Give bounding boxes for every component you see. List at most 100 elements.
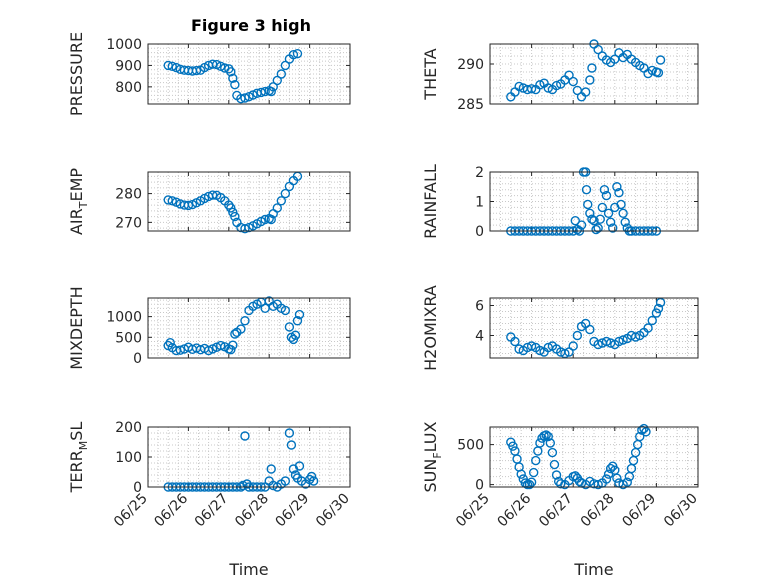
- data-point: [280, 60, 291, 71]
- data-point: [191, 65, 202, 76]
- y-tick-label: 0: [133, 480, 142, 496]
- data-point: [564, 70, 574, 80]
- data-point: [292, 316, 303, 326]
- data-point: [535, 438, 545, 448]
- data-point: [653, 68, 664, 78]
- data-point: [272, 203, 282, 213]
- subplot-3: 270 280 AIRTEMP: [67, 168, 351, 235]
- data-point: [260, 86, 270, 97]
- data-point: [175, 345, 186, 355]
- y-axis-label: THETA: [421, 48, 440, 100]
- y-tick-label: 900: [115, 58, 142, 74]
- data-point: [228, 340, 238, 350]
- data-point: [514, 81, 524, 92]
- y-tick-label: 2: [475, 165, 484, 181]
- data-point: [268, 82, 278, 92]
- data-point: [230, 80, 240, 90]
- y-tick-label: 1000: [106, 310, 142, 326]
- data-point: [551, 470, 562, 480]
- data-point: [589, 215, 599, 226]
- subplot-8: 0 500 06/25 06/26 06/27 06/28 06/29 06/30 SUNFLU…: [421, 421, 701, 579]
- data-point: [549, 459, 560, 470]
- y-tick-label: 6: [475, 299, 484, 315]
- data-point: [228, 73, 238, 83]
- data-point: [276, 69, 287, 79]
- x-tick-label: 06/25: [111, 491, 151, 531]
- y-tick-label: 500: [457, 438, 484, 454]
- data-point: [593, 479, 603, 490]
- data-point: [601, 336, 612, 347]
- data-point: [510, 336, 520, 347]
- subplot-1: 800 900 1000 PRESSURE: [67, 32, 351, 116]
- data-point: [260, 214, 270, 225]
- data-point: [591, 224, 601, 235]
- data-point: [165, 337, 175, 348]
- axes-box: [147, 171, 351, 232]
- x-tick-label: 06/26: [151, 490, 191, 530]
- data-point: [635, 431, 645, 442]
- x-tick-label: 06/27: [192, 491, 232, 531]
- data-point: [581, 184, 592, 195]
- data-point: [294, 461, 305, 471]
- data-point: [240, 431, 250, 441]
- data-point: [535, 80, 545, 90]
- data-point: [284, 428, 295, 438]
- data-point: [284, 322, 295, 332]
- data-point: [568, 76, 578, 87]
- x-tick-label: 06/28: [232, 491, 272, 531]
- data-point: [240, 93, 250, 103]
- data-point: [608, 223, 618, 233]
- y-tick-label: 280: [115, 187, 142, 203]
- data-point: [207, 190, 218, 200]
- subplot-7: 0 100 200 06/25 06/26 06/27 06/28 06/29 06/30 TER…: [67, 420, 353, 579]
- x-tick-label: 06/29: [619, 491, 659, 531]
- data-point: [280, 476, 291, 486]
- data-point: [167, 196, 177, 206]
- subplot-6: 4 6 H2OMIXRA: [421, 285, 699, 371]
- data-point: [612, 473, 622, 483]
- data-point: [614, 187, 624, 198]
- axes-box: [489, 297, 699, 359]
- x-tick-label: 06/29: [273, 491, 313, 531]
- y-tick-label: 0: [475, 478, 484, 494]
- axes-box: [147, 43, 351, 105]
- data-point: [612, 182, 622, 192]
- data-point: [266, 214, 276, 225]
- data-point: [543, 83, 553, 93]
- y-axis-label: AIRTEMP: [67, 168, 90, 235]
- data-point: [541, 430, 551, 440]
- data-point: [543, 431, 553, 442]
- y-tick-label: 200: [115, 420, 142, 436]
- data-point: [585, 324, 595, 335]
- y-tick-label: 0: [475, 224, 484, 240]
- data-point: [605, 217, 616, 227]
- data-point: [599, 184, 610, 195]
- data-point: [637, 425, 647, 435]
- data-point: [601, 190, 612, 201]
- y-tick-label: 4: [475, 329, 484, 345]
- data-point: [167, 61, 177, 71]
- data-point: [526, 477, 537, 487]
- x-axis-label: Time: [573, 560, 613, 579]
- data-point: [651, 308, 662, 318]
- data-point: [226, 345, 236, 355]
- data-point: [622, 477, 632, 487]
- data-point: [551, 80, 562, 91]
- data-point: [531, 455, 541, 466]
- data-point: [238, 480, 248, 491]
- data-point: [272, 75, 282, 86]
- y-tick-label: 270: [115, 215, 142, 231]
- data-point: [601, 474, 612, 484]
- data-point: [183, 200, 194, 211]
- data-point: [576, 220, 587, 230]
- data-point: [647, 65, 657, 76]
- data-point: [230, 211, 240, 222]
- data-point: [286, 440, 297, 450]
- y-axis-label: H2OMIXRA: [421, 285, 440, 371]
- axes-box: [147, 297, 351, 359]
- data-point: [647, 315, 657, 326]
- subplot-5: 0 500 1000 MIXDEPTH: [67, 286, 351, 370]
- data-point: [280, 305, 291, 316]
- data-point: [643, 323, 653, 333]
